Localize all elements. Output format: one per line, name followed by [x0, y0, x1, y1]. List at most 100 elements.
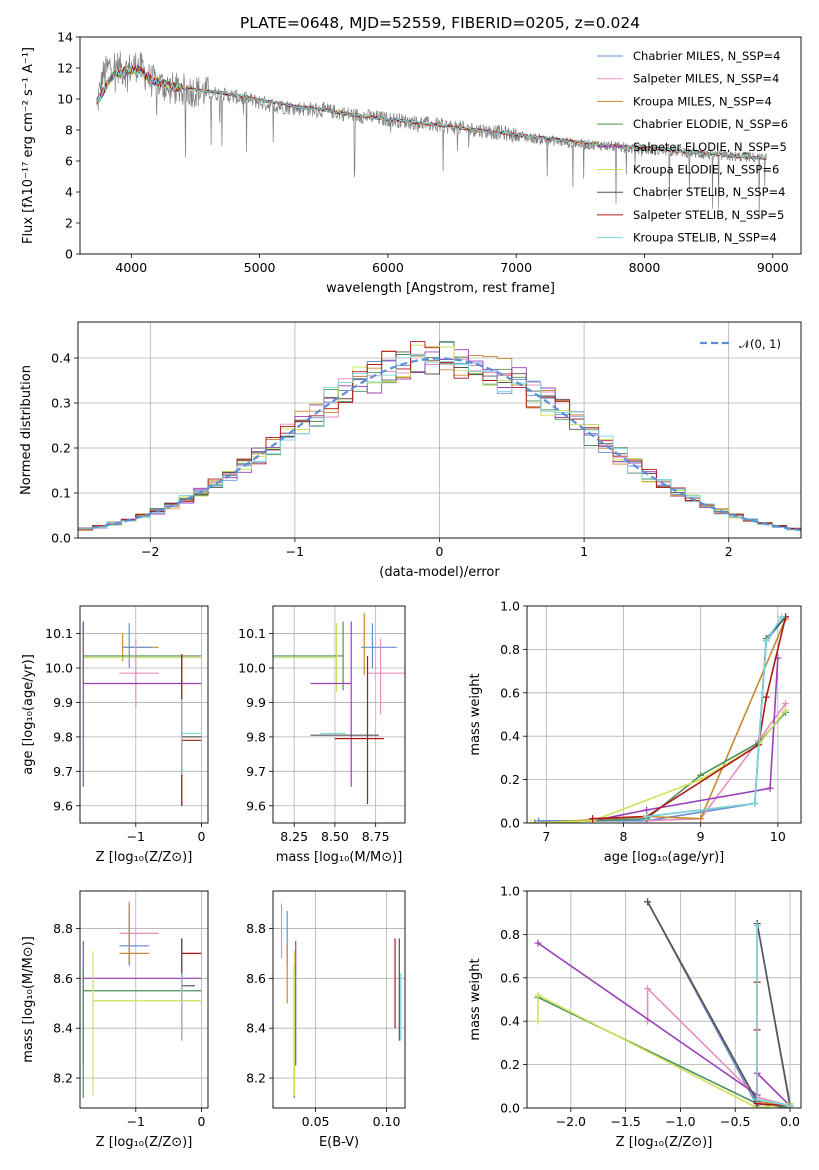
plus-marker: [531, 819, 539, 823]
y-tick-label: 2: [65, 216, 73, 231]
x-tick-label: 10: [770, 829, 786, 844]
x-tick-label: 8: [620, 829, 628, 844]
plus-marker: [527, 819, 535, 823]
y-tick-label: 0.2: [500, 772, 520, 787]
legend-entry: Salpeter STELIB, N_SSP=5: [633, 208, 784, 222]
plot-area: [96, 51, 767, 216]
axes-frame: [79, 605, 209, 824]
y-tick-label: 0.6: [500, 970, 520, 985]
plus-marker: [697, 815, 705, 823]
chart-mass-vs-Z: −1 0 8.2 8.4 8.6 8.8 Z [log₁₀(Z/Z⊙)] mass [log₁…: [21, 890, 209, 1150]
plus-marker: [643, 806, 651, 814]
y-tick-label: 0.0: [51, 531, 71, 546]
x-tick-label: 0.05: [302, 1114, 330, 1129]
axes-frame: [272, 890, 406, 1109]
x-tick-label: 8.25: [280, 829, 308, 844]
axes-frame: [526, 890, 802, 1109]
y-tick-label: 0.3: [51, 396, 71, 411]
residual-histogram: [78, 351, 801, 530]
x-tick-label: 8.75: [362, 829, 390, 844]
mass-weight-line: [756, 982, 791, 1107]
axes-frame: [526, 605, 802, 824]
y-tick-label: 0.2: [51, 441, 71, 456]
y-tick-label: 0.4: [500, 1014, 520, 1029]
plus-marker: [762, 693, 770, 701]
y-tick-label: 1.0: [500, 884, 520, 899]
y-tick-label: 0.4: [51, 351, 71, 366]
y-tick-label: 10.0: [238, 661, 266, 676]
y-tick-label: 0.4: [500, 729, 520, 744]
y-axis-label: Normed distribution: [19, 365, 34, 495]
y-tick-label: 10.0: [45, 661, 73, 676]
plot-area: [280, 903, 402, 1099]
x-tick-label: 0: [197, 829, 205, 844]
error-bar-point: [273, 623, 338, 693]
y-tick-label: 8.6: [53, 971, 73, 986]
y-tick-label: 0.0: [500, 1101, 520, 1116]
error-bar-point: [181, 654, 202, 806]
x-tick-label: −1.0: [665, 1114, 695, 1129]
y-tick-label: 9.6: [53, 798, 73, 813]
error-bar-point: [82, 621, 202, 787]
mass-weight-line: [537, 993, 791, 1108]
y-axis-label: Flux [fλ10⁻¹⁷ erg cm⁻² s⁻¹ A⁻¹]: [21, 47, 36, 244]
x-tick-label: 8000: [629, 260, 661, 275]
error-bar-point: [361, 623, 397, 668]
legend-entry: Chabrier MILES, N_SSP=4: [633, 49, 780, 63]
y-tick-label: 8.4: [53, 1021, 73, 1036]
y-tick-label: 14: [57, 30, 73, 45]
x-axis-label: Z [log₁₀(Z/Z⊙)]: [96, 1135, 193, 1150]
plot-area: [78, 341, 801, 532]
x-tick-label: −1: [286, 544, 304, 559]
error-bar-point: [181, 699, 202, 775]
error-bar-point: [82, 633, 202, 682]
figure-title: PLATE=0648, MJD=52559, FIBERID=0205, z=0…: [240, 14, 640, 32]
axes-frame: [77, 321, 802, 539]
y-axis-label: mass [log₁₀(M/M⊙)]: [21, 936, 36, 1063]
error-bar-point: [181, 938, 202, 1029]
y-tick-label: 4: [65, 185, 73, 200]
mass-weight-line: [530, 709, 787, 823]
y-tick-label: 8.6: [246, 971, 266, 986]
axes-frame: [79, 36, 802, 255]
x-tick-label: −2.0: [556, 1114, 586, 1129]
mass-weight-line: [646, 986, 791, 1107]
plot-area: [527, 613, 790, 823]
y-tick-label: 0.1: [51, 486, 71, 501]
y-tick-label: 9.8: [53, 729, 73, 744]
plus-marker: [644, 985, 652, 993]
mass-weight-line: [646, 616, 787, 818]
error-bar-point: [122, 623, 153, 668]
x-tick-label: 2: [725, 544, 733, 559]
normal-reference-curve: [92, 357, 801, 532]
mass-weight-line: [537, 942, 791, 1107]
y-tick-label: 8.8: [53, 921, 73, 936]
error-bar-point: [181, 654, 202, 806]
legend-entry: Chabrier ELODIE, N_SSP=6: [633, 117, 788, 131]
y-tick-label: 9.8: [246, 729, 266, 744]
chart-mass-vs-EBV: 0.05 0.10 8.2 8.4 8.6 8.8 E(B-V): [246, 890, 406, 1150]
plus-marker: [778, 613, 786, 621]
legend-entry: Kroupa STELIB, N_SSP=4: [633, 231, 777, 245]
x-axis-label: wavelength [Angstrom, rest frame]: [326, 281, 555, 296]
x-tick-label: 7000: [500, 260, 532, 275]
y-tick-label: 10: [57, 92, 73, 107]
plus-marker: [643, 812, 651, 820]
mass-weight-line: [646, 616, 783, 818]
plot-area: [534, 898, 794, 1108]
y-tick-label: 6: [65, 154, 73, 169]
plot-area: [273, 612, 405, 805]
error-bar-point: [310, 621, 352, 787]
x-tick-label: −2: [141, 544, 159, 559]
y-tick-label: 0.0: [500, 816, 520, 831]
plus-marker: [753, 1095, 761, 1103]
plus-marker: [535, 817, 543, 823]
chart-residuals: −2 −1 0 1 2 0.0 0.1 0.2 0.3 0.4 (data-model)/error…: [19, 321, 802, 580]
y-tick-label: 8: [65, 123, 73, 138]
y-tick-label: 9.6: [246, 798, 266, 813]
y-tick-label: 9.9: [246, 695, 266, 710]
y-tick-label: 0.8: [500, 642, 520, 657]
error-bar-point: [119, 903, 149, 964]
error-bar-point: [119, 900, 159, 964]
y-tick-label: 8.2: [53, 1071, 73, 1086]
